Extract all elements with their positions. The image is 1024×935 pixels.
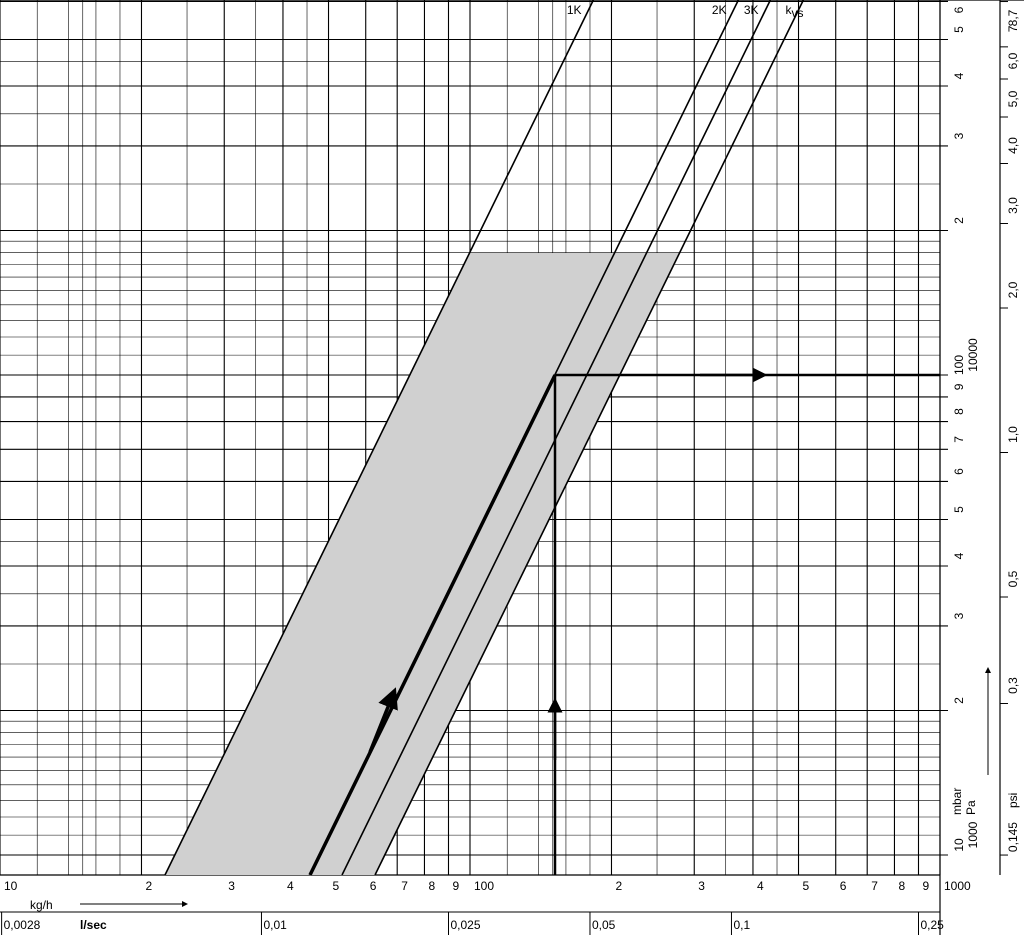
psi-unit: psi — [1006, 793, 1020, 808]
psi-tick-label: 0,3 — [1006, 677, 1020, 694]
flow-tick-label: 0,05 — [592, 918, 616, 932]
mbar-tick-label: 6 — [952, 468, 966, 475]
x-tick-label: 10 — [4, 879, 18, 893]
x-tick-label: 8 — [898, 879, 905, 893]
psi-tick-label: 3,0 — [1006, 197, 1020, 214]
arrow-head — [368, 687, 398, 753]
mbar-tick-label: 100 — [952, 355, 966, 375]
pa-unit: Pa — [964, 800, 978, 815]
mbar-tick-label: 5 — [952, 506, 966, 513]
pa-tick-label: 10000 — [966, 338, 980, 372]
mbar-tick-label: 8 — [952, 408, 966, 415]
labels: 10 2 3 4 5 6 7 8 9 100 2 3 4 5 6 7 8 9 1000 kg/h 0,0028 0,01 0… — [0, 3, 1020, 932]
x-tick-label: 8 — [428, 879, 435, 893]
line-label: 3K — [744, 3, 759, 17]
flow-axis-unit: l/sec — [80, 918, 107, 932]
psi-tick-label: 0,5 — [1006, 570, 1020, 587]
psi-tick-label: 0,145 — [1006, 822, 1020, 852]
line-label: 2K — [712, 3, 727, 17]
x-tick-label: 1000 — [944, 879, 971, 893]
mbar-tick-label: 5 — [952, 26, 966, 33]
marks — [164, 0, 940, 876]
flow-tick-label: 0,1 — [733, 918, 750, 932]
x-tick-label: 6 — [370, 879, 377, 893]
flow-tick-label: 0,25 — [920, 918, 944, 932]
mbar-tick-label: 2 — [952, 697, 966, 704]
flow-tick-label: 0,01 — [263, 918, 287, 932]
mbar-tick-label: 7 — [952, 436, 966, 443]
psi-tick-label: 1,0 — [1006, 426, 1020, 443]
x-tick-label: 2 — [145, 879, 152, 893]
mbar-tick-label: 6 — [952, 6, 966, 13]
x-tick-label: 6 — [840, 879, 847, 893]
x-tick-label: 2 — [615, 879, 622, 893]
line-label-sub: vs — [792, 6, 804, 20]
mbar-tick-label: 4 — [952, 552, 966, 559]
mbar-tick-label: 2 — [952, 217, 966, 224]
flow-tick-label: 0,0028 — [4, 918, 41, 932]
x-tick-label: 3 — [698, 879, 705, 893]
mbar-tick-label: 10 — [952, 838, 966, 852]
valve-line — [164, 0, 595, 876]
mbar-tick-label: 9 — [952, 383, 966, 390]
mbar-tick-label: 3 — [952, 612, 966, 619]
line-label: 1K — [567, 3, 582, 17]
x-tick-label: 9 — [452, 879, 459, 893]
valve-line — [374, 0, 805, 876]
x-tick-label: 5 — [803, 879, 810, 893]
psi-tick-label: 6,0 — [1006, 52, 1020, 69]
x-tick-label: 9 — [922, 879, 929, 893]
x-axis-unit: kg/h — [30, 898, 53, 912]
x-tick-label: 100 — [474, 879, 494, 893]
psi-tick-label: 5,0 — [1006, 90, 1020, 107]
mbar-tick-label: 3 — [952, 132, 966, 139]
shaded-range — [165, 253, 680, 875]
flow-tick-label: 0,025 — [450, 918, 480, 932]
x-tick-label: 4 — [287, 879, 294, 893]
psi-tick-label: 8,7 — [1006, 9, 1020, 26]
psi-tick-label: 4,0 — [1006, 137, 1020, 154]
x-tick-label: 4 — [757, 879, 764, 893]
psi-tick-label: 7 — [1006, 25, 1020, 32]
line-label: k — [786, 3, 793, 17]
thick-line — [308, 374, 557, 876]
x-tick-label: 3 — [228, 879, 235, 893]
mbar-tick-label: 4 — [952, 72, 966, 79]
pa-tick-label: 1000 — [966, 821, 980, 848]
x-tick-label: 7 — [871, 879, 878, 893]
mbar-unit: mbar — [950, 788, 964, 815]
x-tick-label: 5 — [333, 879, 340, 893]
x-tick-label: 7 — [401, 879, 408, 893]
psi-tick-label: 2,0 — [1006, 281, 1020, 298]
